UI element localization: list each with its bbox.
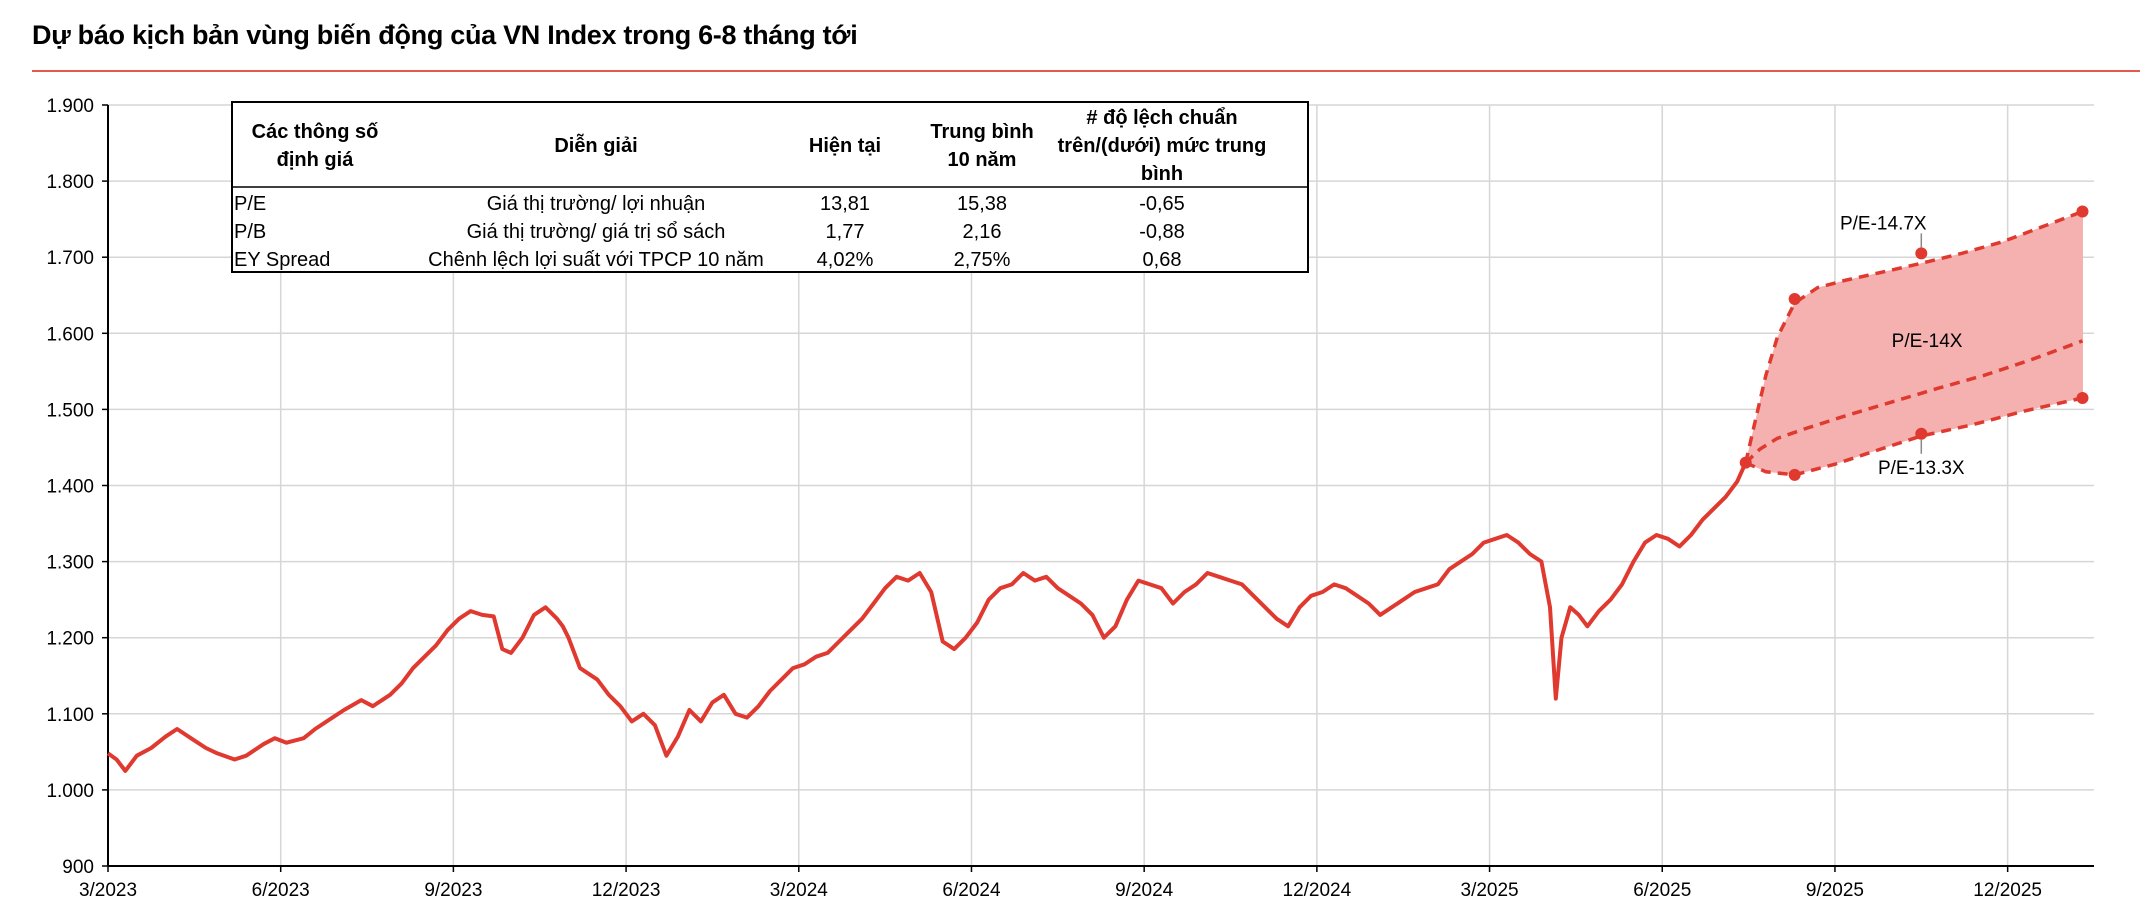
table-header-cell: Diễn giải <box>554 133 637 157</box>
table-header-cell: bình <box>1141 163 1183 185</box>
table-cell: P/B <box>234 221 266 243</box>
valuation-table: Các thông số định giá Diễn giải Hiện tại Tru… <box>231 101 1309 273</box>
x-tick-label: 9/2024 <box>1115 880 1174 901</box>
table-cell: 2,16 <box>963 221 1002 243</box>
y-tick-label: 1.600 <box>46 324 94 345</box>
vn-index-history-line <box>106 461 1748 773</box>
x-tick-label: 6/2023 <box>252 880 310 901</box>
table-cell: -0,88 <box>1139 221 1185 243</box>
x-tick-label: 12/2024 <box>1283 880 1352 901</box>
annotation-label-lower: P/E-13.3X <box>1878 458 1965 479</box>
y-tick-label: 1.800 <box>46 172 94 193</box>
series <box>106 209 2084 773</box>
table-cell: Chênh lệch lợi suất với TPCP 10 năm <box>428 249 764 271</box>
x-tick-label: 6/2025 <box>1633 880 1691 901</box>
table-header-cell: định giá <box>277 149 355 171</box>
scenario-band <box>1745 211 2083 475</box>
scenario-marker <box>1915 247 1928 260</box>
axes: 900 1.000 1.100 1.200 1.300 1.400 1.500 1.600 1.… <box>46 96 2094 901</box>
y-tick-label: 1.300 <box>46 553 94 574</box>
scenario-marker <box>1788 468 1801 481</box>
x-tick-label: 12/2025 <box>1973 880 2042 901</box>
x-tick-label: 12/2023 <box>592 880 661 901</box>
y-tick-label: 1.100 <box>46 705 94 726</box>
scenario-line-lower <box>1744 396 2083 477</box>
x-tick-label: 3/2023 <box>79 880 137 901</box>
scenario-marker <box>1788 293 1801 306</box>
table-header-cell: trên/(dưới) mức trung <box>1058 135 1267 157</box>
table-cell: EY Spread <box>234 249 330 271</box>
table-cell: 4,02% <box>817 249 874 271</box>
y-tick-label: 1.900 <box>46 96 94 117</box>
scenario-marker <box>2076 391 2089 404</box>
table-cell: P/E <box>234 193 266 215</box>
table-header-cell: Trung bình <box>930 121 1033 143</box>
annotations: P/E-14.7X P/E-14X P/E-13.3X <box>1840 213 1965 478</box>
table-cell: 0,68 <box>1143 249 1182 271</box>
title-divider <box>32 70 2140 72</box>
table-cell: -0,65 <box>1139 193 1185 215</box>
x-tick-label: 6/2024 <box>942 880 1001 901</box>
table-cell: 1,77 <box>826 221 865 243</box>
table-cell: 2,75% <box>954 249 1011 271</box>
table-cell: Giá thị trường/ lợi nhuận <box>487 193 706 215</box>
scenario-markers <box>1788 205 2089 481</box>
table-header-cell: 10 năm <box>948 149 1017 171</box>
table-header-cell: Các thông số <box>252 121 379 143</box>
x-tick-label: 3/2025 <box>1461 880 1519 901</box>
annotation-label-mid: P/E-14X <box>1892 331 1963 352</box>
x-tick-label: 3/2024 <box>770 880 829 901</box>
chart-title: Dự báo kịch bản vùng biến động của VN In… <box>32 20 858 50</box>
table-header-cell: # độ lệch chuẩn <box>1086 107 1237 129</box>
scenario-line-mid <box>1744 339 2084 464</box>
x-tick-label: 9/2025 <box>1806 880 1864 901</box>
scenario-marker <box>2076 205 2089 218</box>
scenario-band-fill <box>1745 211 2083 475</box>
table-header-cell: Hiện tại <box>809 135 881 157</box>
y-tick-label: 1.000 <box>46 781 94 802</box>
scenario-marker <box>1915 427 1928 440</box>
x-tick-label: 9/2023 <box>424 880 482 901</box>
y-tick-label: 1.500 <box>46 400 94 421</box>
table-cell: 13,81 <box>820 193 870 215</box>
annotation-label-upper: P/E-14.7X <box>1840 213 1927 234</box>
y-tick-label: 1.700 <box>46 248 94 269</box>
y-tick-label: 1.200 <box>46 629 94 650</box>
y-tick-label: 1.400 <box>46 477 94 498</box>
table-cell: 15,38 <box>957 193 1007 215</box>
scenario-line-upper <box>1743 209 2084 464</box>
table-cell: Giá thị trường/ giá trị sổ sách <box>467 221 726 243</box>
y-tick-label: 900 <box>62 857 94 878</box>
